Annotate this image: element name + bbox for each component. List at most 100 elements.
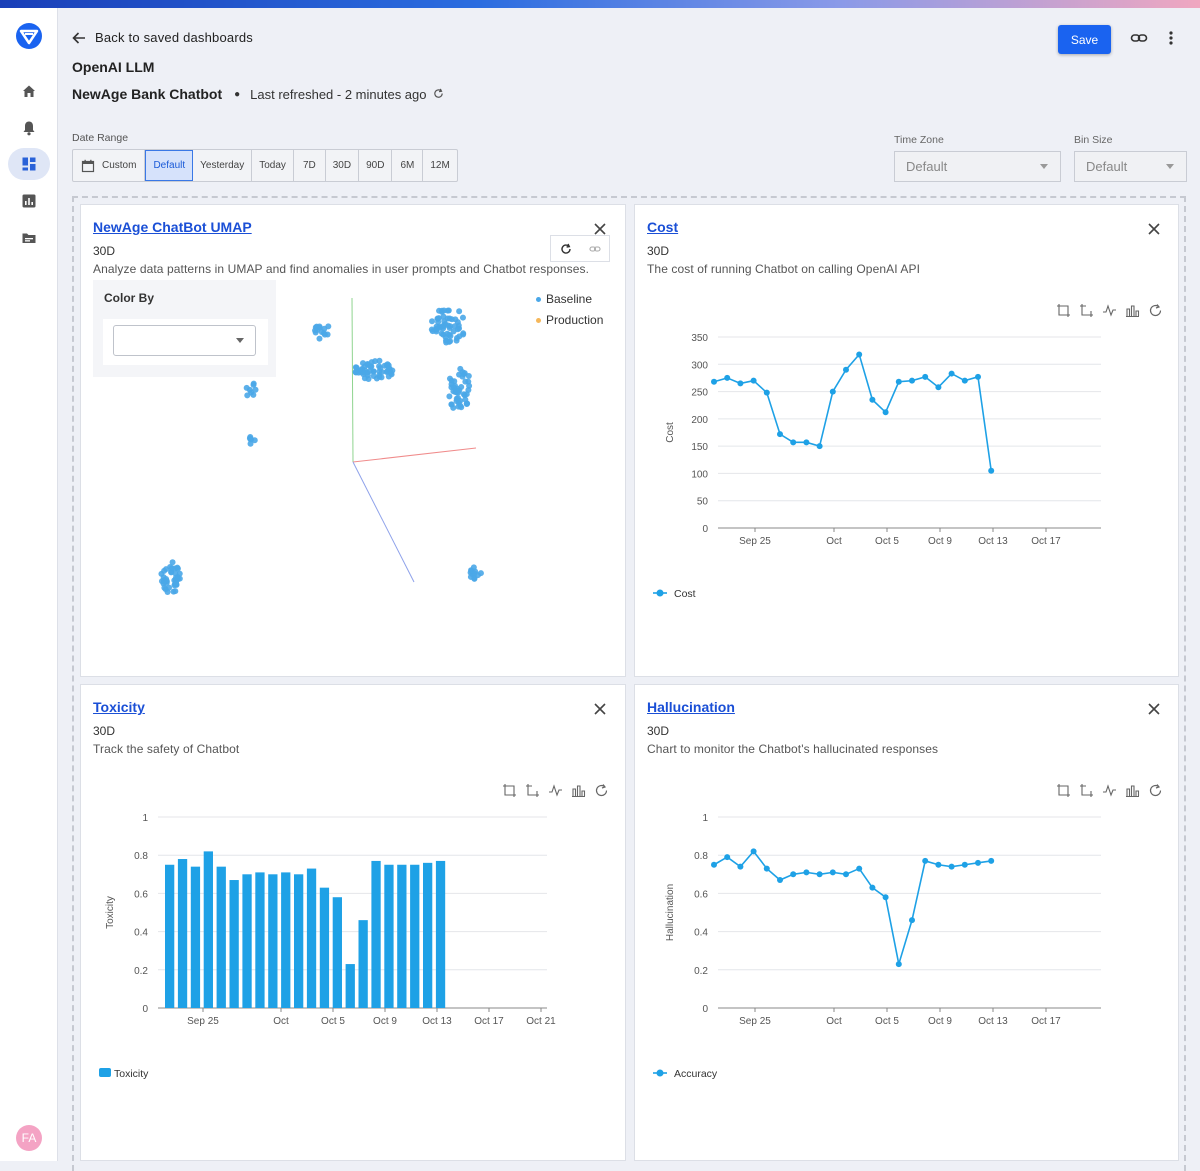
y-tick-label: 0 [702, 524, 708, 535]
umap-point [243, 384, 250, 391]
date-range-6m[interactable]: 6M [392, 150, 424, 181]
back-label: Back to saved dashboards [95, 30, 254, 45]
zoom-reset-icon[interactable] [1078, 782, 1095, 799]
time-zone-select[interactable]: Default [894, 151, 1061, 182]
line-type-icon[interactable] [1101, 302, 1118, 319]
card-title[interactable]: Cost [647, 219, 679, 235]
link-icon[interactable] [1130, 29, 1148, 52]
card-title[interactable]: Toxicity [93, 699, 145, 715]
org-name: OpenAI LLM [72, 59, 155, 75]
umap-point [462, 378, 469, 385]
bin-size-select[interactable]: Default [1074, 151, 1187, 182]
zoom-icon[interactable] [1055, 302, 1072, 319]
data-point [988, 467, 995, 474]
date-range-today[interactable]: Today [252, 150, 294, 181]
line-type-icon[interactable] [1101, 782, 1118, 799]
data-point [922, 373, 929, 380]
umap-point [456, 308, 463, 315]
toxicity-chart[interactable]: 0 0.2 0.4 0.6 0.8 1 Toxicity Sep 25 Oct Oct 5 Oct … [81, 685, 627, 1162]
card-title[interactable]: NewAge ChatBot UMAP [93, 219, 252, 235]
y-tick-label: 0.8 [134, 851, 148, 862]
home-icon[interactable] [8, 75, 50, 107]
legend-item-production[interactable]: Production [536, 310, 603, 331]
date-range-12m[interactable]: 12M [430, 160, 450, 171]
legend-item-baseline[interactable]: Baseline [536, 289, 603, 310]
folder-icon[interactable] [8, 222, 50, 254]
date-range-90d[interactable]: 90D [359, 150, 393, 181]
bar [177, 859, 188, 1008]
date-range-default[interactable]: Default [145, 150, 194, 181]
legend-marker-icon [656, 589, 664, 597]
reset-icon[interactable] [560, 243, 572, 255]
save-button[interactable]: Save [1058, 25, 1111, 54]
bin-size-value: Default [1086, 159, 1128, 174]
bar-type-icon[interactable] [1124, 302, 1141, 319]
link-icon[interactable] [588, 243, 601, 255]
close-icon[interactable] [1147, 702, 1161, 716]
bar [345, 964, 355, 1008]
umap-point [252, 386, 259, 393]
data-point [961, 377, 968, 384]
bell-icon[interactable] [8, 112, 50, 144]
restore-icon[interactable] [1147, 782, 1164, 799]
umap-point [446, 331, 453, 338]
avatar[interactable]: FA [16, 1125, 42, 1151]
date-range-custom[interactable]: Custom [73, 150, 146, 181]
back-link[interactable]: Back to saved dashboards [72, 30, 253, 45]
more-options-icon[interactable] [1164, 29, 1178, 52]
umap-point [470, 564, 477, 571]
x-tick-label: Oct [826, 536, 842, 547]
close-icon[interactable] [1147, 222, 1161, 236]
zoom-reset-icon[interactable] [1078, 302, 1095, 319]
date-range-7d[interactable]: 7D [294, 150, 326, 181]
x-tick-label: Sep 25 [739, 1016, 771, 1027]
umap-point [440, 307, 447, 314]
x-tick-label: Oct 5 [321, 1016, 345, 1027]
restore-icon[interactable] [593, 782, 610, 799]
x-tick-label: Sep 25 [187, 1016, 219, 1027]
data-point [763, 389, 770, 396]
zoom-icon[interactable] [501, 782, 518, 799]
close-icon[interactable] [593, 222, 607, 236]
umap-point [370, 368, 377, 375]
logo-icon[interactable] [14, 21, 44, 51]
x-tick-label: Oct 9 [373, 1016, 397, 1027]
card-description: The cost of running Chatbot on calling O… [647, 262, 921, 276]
y-tick-label: 0.8 [694, 851, 708, 862]
close-icon[interactable] [593, 702, 607, 716]
card-period: 30D [93, 244, 116, 258]
umap-point [250, 381, 257, 388]
date-range-30d[interactable]: 30D [326, 150, 360, 181]
y-tick-label: 150 [691, 442, 708, 453]
umap-point [387, 370, 394, 377]
umap-point [456, 333, 463, 340]
bar-type-icon[interactable] [1124, 782, 1141, 799]
line-type-icon[interactable] [547, 782, 564, 799]
data-point [935, 384, 942, 391]
date-range-yesterday[interactable]: Yesterday [193, 150, 253, 181]
x-tick-label: Oct 9 [928, 536, 952, 547]
data-point [882, 409, 889, 416]
bar-type-icon[interactable] [570, 782, 587, 799]
y-tick-label: 0 [142, 1004, 148, 1015]
cost-chart[interactable]: 0 50 100 150 200 250 300 350 Cost Sep 25 Oct Oct 5 O… [635, 205, 1180, 678]
hallucination-chart[interactable]: 0 0.2 0.4 0.6 0.8 1 Hallucination Sep 25 Oct Oct … [635, 685, 1180, 1162]
y-tick-label: 100 [691, 469, 708, 480]
zoom-reset-icon[interactable] [524, 782, 541, 799]
data-point [909, 917, 915, 924]
legend-marker-icon [656, 1069, 664, 1077]
data-point [843, 366, 849, 373]
bar-chart-icon[interactable] [8, 185, 50, 217]
umap-point [176, 570, 183, 577]
main-content: Back to saved dashboards OpenAI LLM NewA… [58, 8, 1200, 1171]
dashboard-icon[interactable] [8, 148, 50, 180]
bin-size-label: Bin Size [1074, 134, 1113, 146]
restore-icon[interactable] [1147, 302, 1164, 319]
card-title[interactable]: Hallucination [647, 699, 735, 715]
refresh-icon[interactable] [433, 87, 444, 102]
umap-point [321, 331, 328, 338]
umap-plot[interactable] [81, 205, 627, 678]
data-point [895, 378, 902, 385]
zoom-icon[interactable] [1055, 782, 1072, 799]
color-by-select[interactable] [113, 325, 256, 356]
